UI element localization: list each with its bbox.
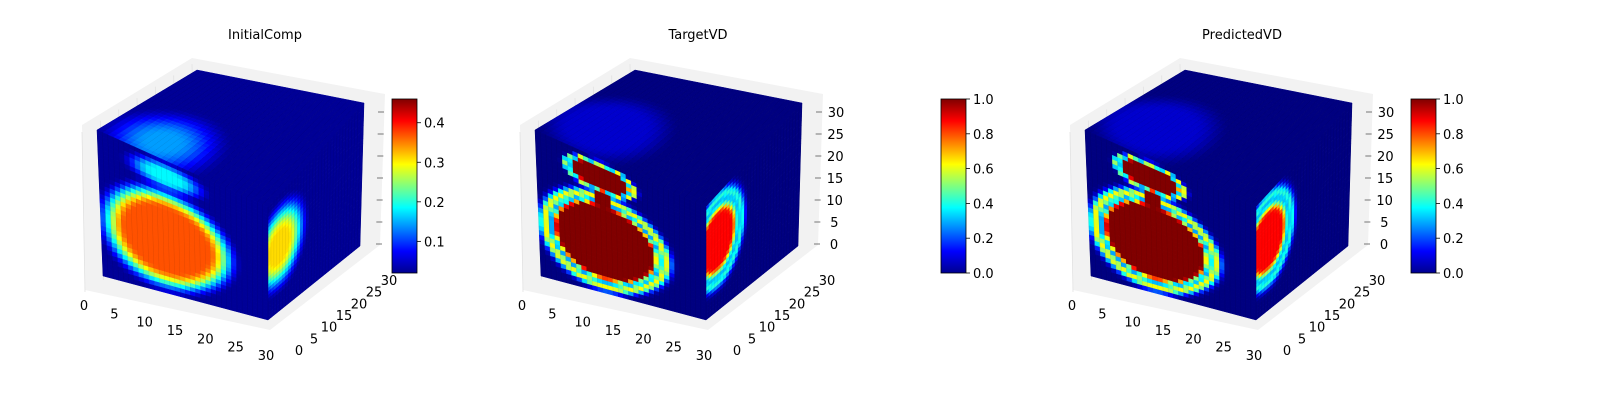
y-tick-label: 5	[310, 332, 318, 347]
colorbar: 0.1 0.2 0.3 0.4	[391, 98, 445, 274]
x-tick-label: 25	[227, 341, 244, 356]
x-tick-label: 30	[258, 349, 275, 364]
colorbar-tick-label: 0.2	[424, 196, 445, 211]
y-tick-label: 30	[381, 274, 398, 289]
x-tick-label: 10	[136, 316, 153, 331]
x-tick-label: 15	[167, 324, 184, 339]
x-tick-label: 0	[80, 299, 88, 314]
pane-grid-line	[81, 131, 86, 293]
colorbar-tick-label: 0.1	[424, 235, 445, 250]
subplot-title: InitialComp	[228, 28, 302, 43]
y-tick-label: 0	[295, 344, 303, 359]
x-tick-label: 20	[197, 332, 214, 347]
colorbar-tick-label: 0.3	[424, 156, 445, 171]
colorbar-tick-label: 0.4	[424, 117, 445, 132]
colorbar-gradient	[391, 98, 418, 274]
x-tick-label: 5	[110, 307, 118, 322]
subplot-title: TargetVD	[667, 28, 727, 43]
cube-top-face	[96, 69, 365, 208]
